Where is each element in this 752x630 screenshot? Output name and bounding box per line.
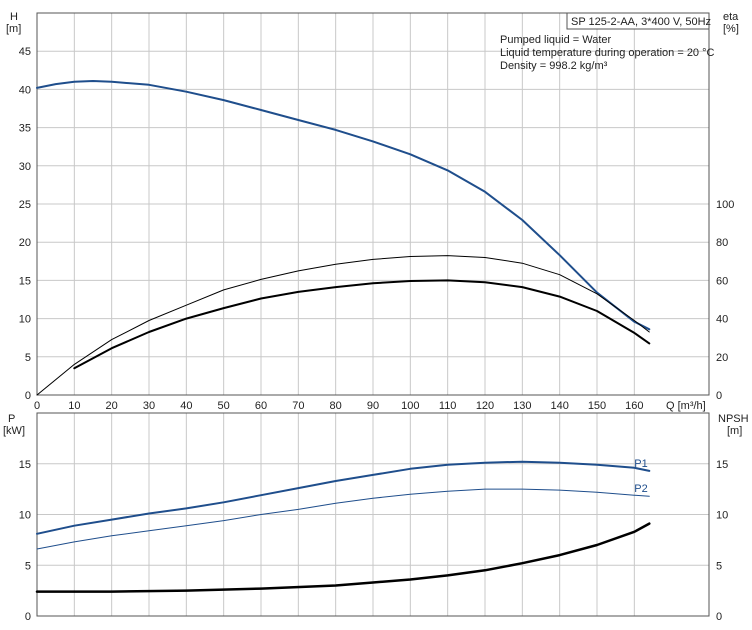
power-npsh-chart: 0 5 10 15 0 5 10 15 P1 P2 P [kW] NPSH [m] <box>3 412 749 623</box>
head-ytick-label: 25 <box>19 199 31 211</box>
density-note: Density = 998.2 kg/m³ <box>500 60 608 72</box>
head-xtick-label: 40 <box>180 400 192 412</box>
head-ytick-label: 15 <box>19 275 31 287</box>
head-xtick-label: 80 <box>330 400 342 412</box>
head-xtick-label: 120 <box>476 400 494 412</box>
efficiency-axis-unit: [%] <box>723 23 739 35</box>
head-axis-label: H <box>10 11 18 23</box>
power-series-0 <box>36 460 651 535</box>
power-ytick-label: 10 <box>19 510 31 522</box>
head-y2tick-label: 20 <box>716 352 728 364</box>
power-ytick-label: 0 <box>25 611 31 623</box>
head-chart-series <box>36 80 651 396</box>
head-xtick-label: 160 <box>625 400 643 412</box>
power-series-label-p2: P2 <box>634 483 647 495</box>
head-y2tick-label: 0 <box>716 390 722 402</box>
head-xtick-label: 150 <box>588 400 606 412</box>
head-y2tick-label: 40 <box>716 314 728 326</box>
head-ytick-label: 30 <box>19 161 31 173</box>
head-axis-unit: [m] <box>6 23 21 35</box>
head-xtick-label: 70 <box>292 400 304 412</box>
head-ytick-label: 35 <box>19 123 31 135</box>
power-axis-label: P <box>8 413 15 425</box>
pumped-liquid-note: Pumped liquid = Water <box>500 34 612 46</box>
head-y2tick-label: 60 <box>716 275 728 287</box>
power-series-2 <box>35 522 651 593</box>
power-y2tick-label: 10 <box>716 510 728 522</box>
head-xtick-label: 130 <box>513 400 531 412</box>
head-y2tick-label: 80 <box>716 237 728 249</box>
head-xtick-label: 50 <box>218 400 230 412</box>
flow-axis-label: Q [m³/h] <box>666 400 706 412</box>
efficiency-axis-label: eta <box>723 11 739 23</box>
power-ytick-label: 5 <box>25 560 31 572</box>
power-y2tick-label: 15 <box>716 459 728 471</box>
power-series-label-p1: P1 <box>634 458 647 470</box>
head-series-2 <box>73 279 651 370</box>
head-ytick-label: 45 <box>19 46 31 58</box>
head-chart-tick-labels: 0 5 10 15 20 25 30 35 40 45 0 20 40 60 80 100 0 10 20 30 40 5… <box>19 46 735 412</box>
head-y2tick-label: 100 <box>716 199 734 211</box>
head-ytick-label: 10 <box>19 314 31 326</box>
head-xtick-label: 90 <box>367 400 379 412</box>
head-ytick-label: 20 <box>19 237 31 249</box>
head-series-1 <box>36 255 650 396</box>
power-chart-tick-labels: 0 5 10 15 0 5 10 15 <box>19 459 729 623</box>
head-ytick-label: 0 <box>25 390 31 402</box>
power-series-1 <box>36 488 650 550</box>
power-y2tick-label: 5 <box>716 560 722 572</box>
head-series-0 <box>36 80 651 331</box>
head-xtick-label: 10 <box>68 400 80 412</box>
head-xtick-label: 0 <box>34 400 40 412</box>
head-xtick-label: 100 <box>401 400 419 412</box>
head-ytick-label: 40 <box>19 84 31 96</box>
head-xtick-label: 110 <box>439 400 457 412</box>
power-chart-series: P1 P2 <box>35 458 651 593</box>
head-xtick-label: 30 <box>143 400 155 412</box>
pump-model-label: SP 125-2-AA, 3*400 V, 50Hz <box>571 16 711 28</box>
head-xtick-label: 20 <box>106 400 118 412</box>
head-ytick-label: 5 <box>25 352 31 364</box>
npsh-axis-unit: [m] <box>727 425 742 437</box>
power-axis-unit: [kW] <box>3 425 25 437</box>
power-y2tick-label: 0 <box>716 611 722 623</box>
head-chart-frame <box>36 12 710 396</box>
head-efficiency-chart: 0 5 10 15 20 25 30 35 40 45 0 20 40 60 80 100 0 10 20 30 40 5… <box>6 11 739 412</box>
head-chart-grid <box>37 13 709 395</box>
power-ytick-label: 15 <box>19 459 31 471</box>
head-xtick-label: 60 <box>255 400 267 412</box>
pump-label-box <box>566 12 710 30</box>
npsh-axis-label: NPSH <box>718 413 749 425</box>
head-xtick-label: 140 <box>550 400 568 412</box>
liquid-temperature-note: Liquid temperature during operation = 20… <box>500 47 715 59</box>
power-chart-frame <box>36 412 710 617</box>
